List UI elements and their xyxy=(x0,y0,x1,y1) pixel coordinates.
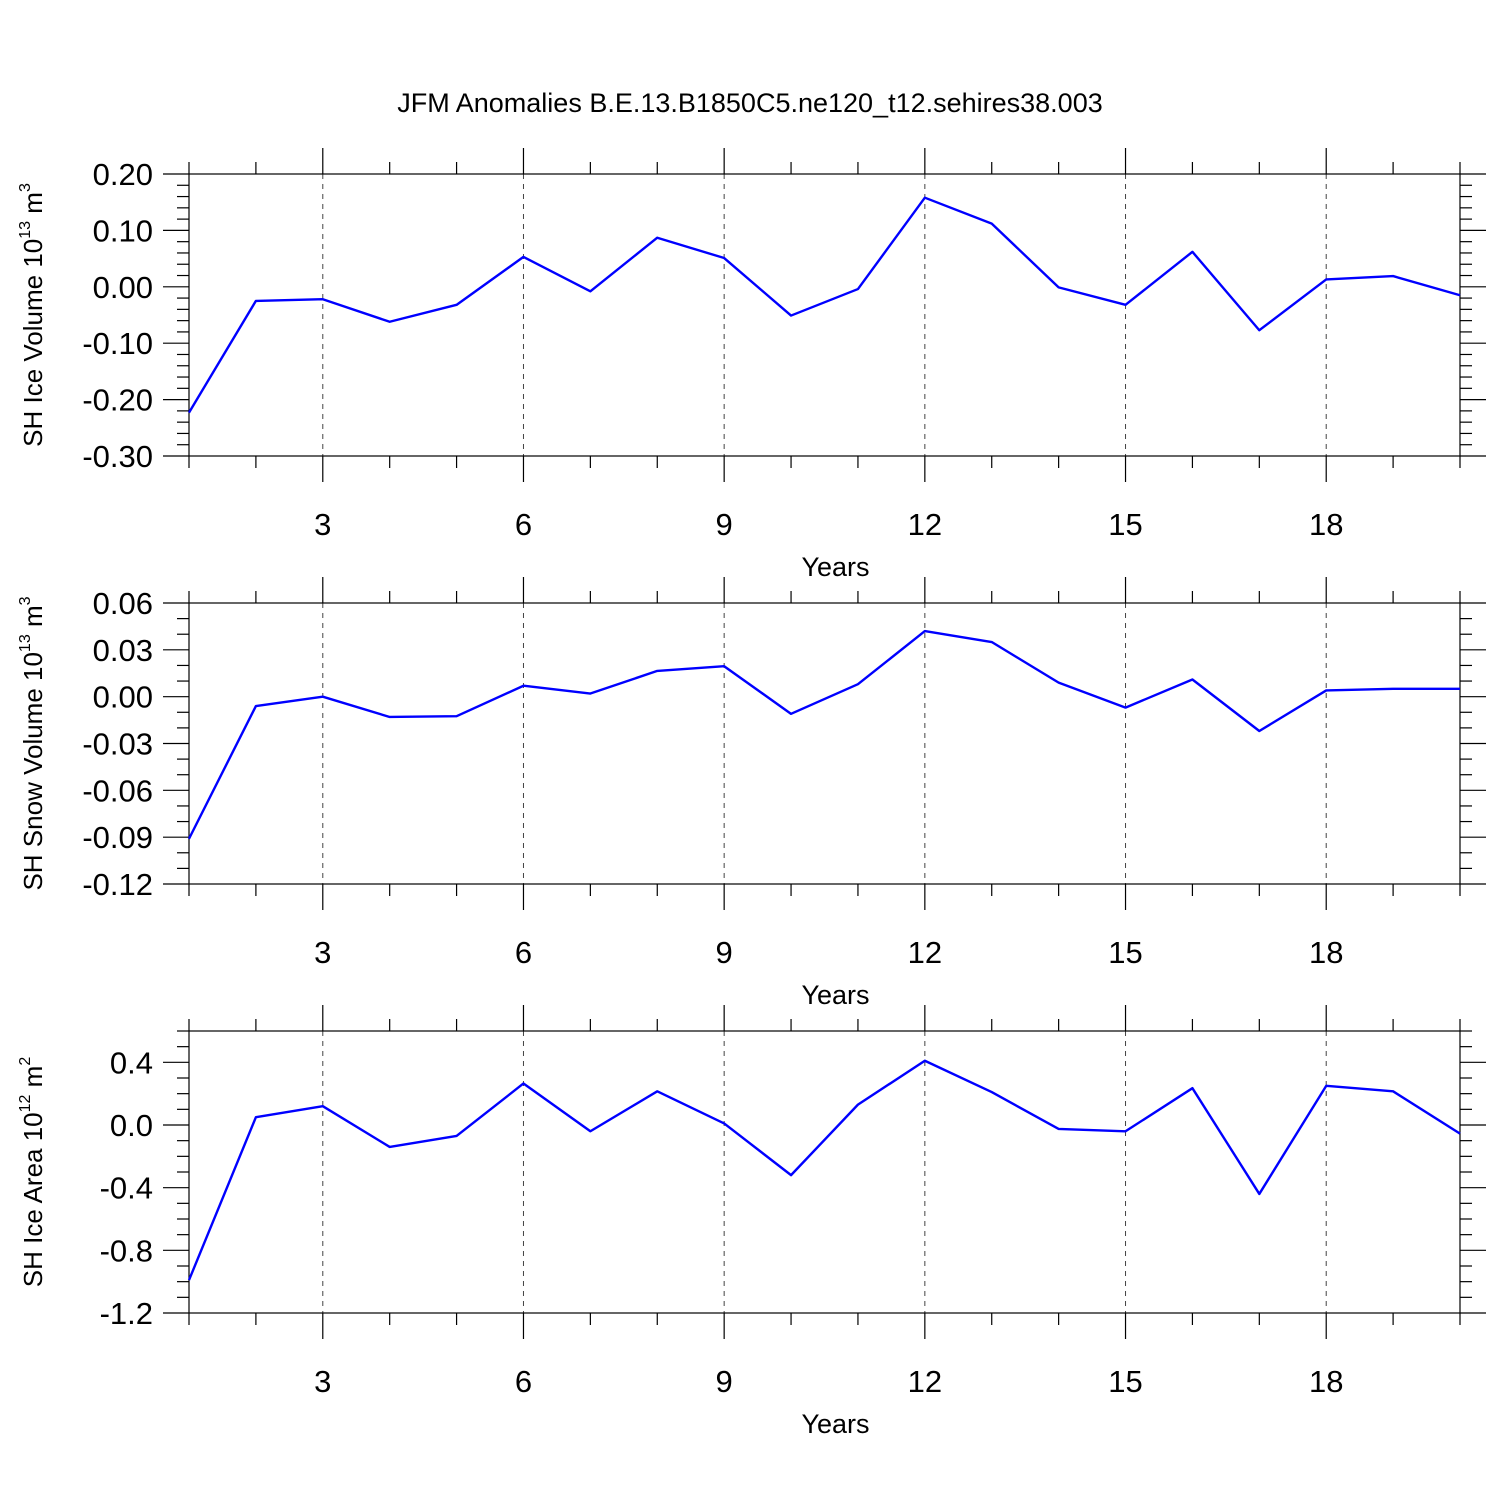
y-tick-label: -0.09 xyxy=(82,820,153,855)
y-axis-label: SH Ice Area 1012 m2 xyxy=(17,1057,48,1288)
y-tick-label: -0.20 xyxy=(82,383,153,418)
y-tick-label: -0.30 xyxy=(82,439,153,474)
y-tick-label: -1.2 xyxy=(100,1296,153,1331)
x-tick-label: 15 xyxy=(1108,1364,1142,1399)
y-tick-label: 0.20 xyxy=(93,157,153,192)
series-line xyxy=(187,196,1461,414)
x-tick-label: 15 xyxy=(1108,935,1142,970)
x-tick-label: 6 xyxy=(515,1364,532,1399)
y-tick-label: 0.03 xyxy=(93,633,153,668)
y-tick-label: -0.8 xyxy=(100,1233,153,1268)
x-axis-label: Years xyxy=(801,980,869,1010)
x-tick-label: 3 xyxy=(314,935,331,970)
x-tick-label: 12 xyxy=(908,935,942,970)
figure-title: JFM Anomalies B.E.13.B1850C5.ne120_t12.s… xyxy=(397,88,1102,118)
series-line xyxy=(187,629,1460,840)
y-tick-label: 0.4 xyxy=(110,1045,153,1080)
x-tick-label: 6 xyxy=(515,507,532,542)
y-axis-label: SH Snow Volume 1013 m3 xyxy=(17,596,48,890)
x-tick-label: 9 xyxy=(716,1364,733,1399)
x-tick-label: 18 xyxy=(1309,507,1343,542)
y-tick-label: -0.06 xyxy=(82,773,153,808)
y-tick-label: 0.00 xyxy=(93,270,153,305)
x-axis-label: Years xyxy=(801,1409,869,1439)
x-tick-label: 6 xyxy=(515,935,532,970)
x-tick-label: 9 xyxy=(716,935,733,970)
x-tick-label: 12 xyxy=(908,507,942,542)
x-tick-label: 3 xyxy=(314,1364,331,1399)
y-tick-label: -0.4 xyxy=(100,1171,153,1206)
y-tick-label: -0.10 xyxy=(82,326,153,361)
x-tick-label: 18 xyxy=(1309,1364,1343,1399)
panel-1: 3 6 9 12 15 18 -0.30 -0.20 -0.10 0.00 0.10 0.20 Year… xyxy=(17,148,1486,582)
panel-3: 3 6 9 12 15 18 -1.2 -0.8 -0.4 0.0 0.4 Years SH Ice A… xyxy=(17,1005,1486,1439)
x-tick-label: 15 xyxy=(1108,507,1142,542)
plot-frame xyxy=(188,173,1461,457)
x-tick-label: 3 xyxy=(314,507,331,542)
x-tick-label: 18 xyxy=(1309,935,1343,970)
x-tick-label: 9 xyxy=(716,507,733,542)
series-line xyxy=(187,1059,1461,1281)
y-tick-label: 0.0 xyxy=(110,1108,153,1143)
y-axis-label: SH Ice Volume 1013 m3 xyxy=(17,183,48,447)
x-axis-label: Years xyxy=(801,552,869,582)
x-tick-label: 12 xyxy=(908,1364,942,1399)
y-tick-label: -0.03 xyxy=(82,727,153,762)
y-tick-label: 0.10 xyxy=(93,213,153,248)
y-tick-label: -0.12 xyxy=(82,867,153,902)
y-tick-label: 0.06 xyxy=(93,586,153,621)
panel-2: 3 6 9 12 15 18 -0.12 -0.09 -0.06 -0.03 0.00 0.03 0.0… xyxy=(17,577,1486,1010)
y-tick-label: 0.00 xyxy=(93,680,153,715)
